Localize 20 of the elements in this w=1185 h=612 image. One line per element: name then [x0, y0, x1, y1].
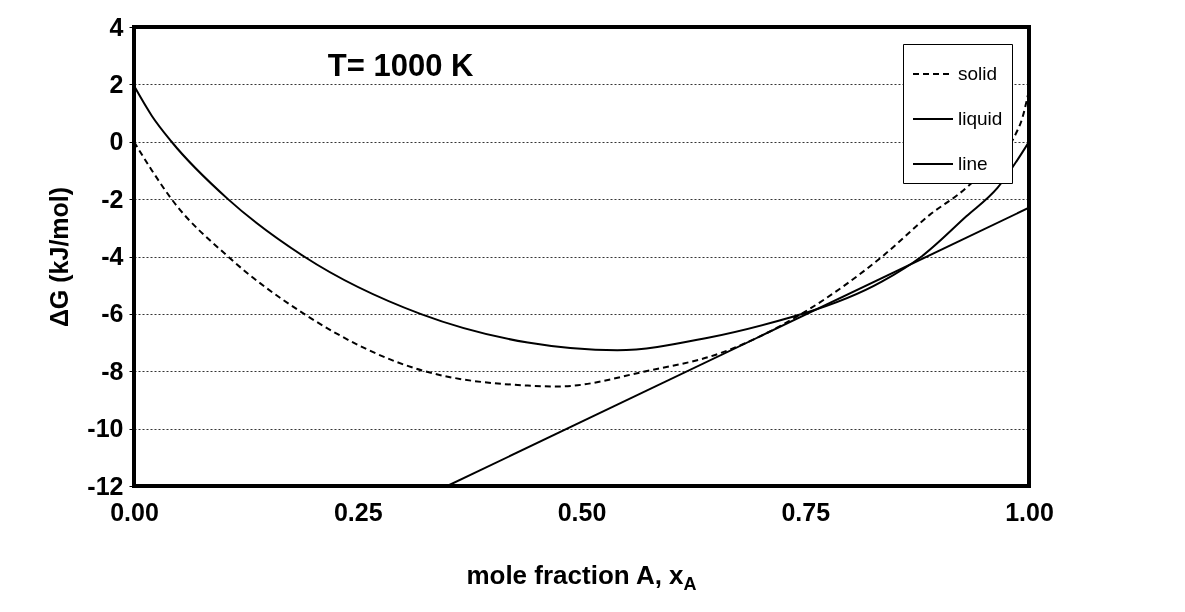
y-tick-label: -12	[87, 471, 124, 500]
y-tick-label: 2	[109, 69, 124, 98]
x-tick-label: 0.00	[110, 497, 159, 526]
legend-label: solid	[958, 63, 998, 84]
y-tick-label: -2	[101, 184, 124, 213]
y-tick-label: -8	[101, 356, 124, 385]
y-tick-label: -4	[101, 242, 124, 270]
y-tick-label: 0	[109, 127, 124, 156]
y-tick-label: -10	[87, 414, 124, 443]
legend-label: liquid	[958, 108, 1003, 129]
x-tick-label: 0.75	[781, 497, 831, 526]
x-axis-title: mole fraction A, x$_{A}$	[465, 560, 698, 596]
y-axis-title: ΔG (kJ/mol)	[45, 186, 74, 328]
y-tick-label: 4	[109, 12, 124, 41]
y-tick-label: -6	[101, 299, 124, 328]
x-tick-label: 0.50	[557, 497, 607, 526]
x-tick-label: 1.00	[1005, 497, 1054, 526]
text: T= 1000 K	[327, 48, 475, 83]
x-tick-label: 0.25	[333, 497, 383, 526]
legend-label: line	[958, 153, 988, 174]
